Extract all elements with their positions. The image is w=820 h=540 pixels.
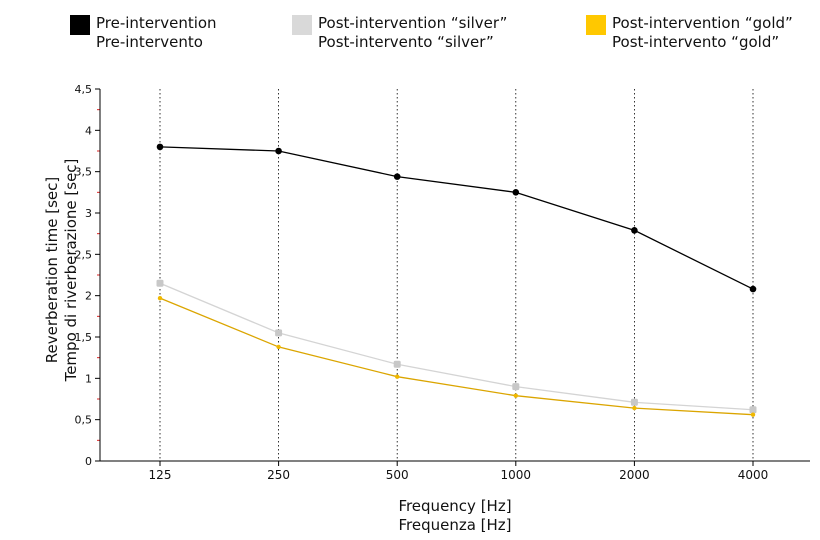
data-point-silver (156, 279, 164, 287)
data-point-silver (393, 360, 401, 368)
data-point-gold (632, 405, 637, 411)
data-point-gold (395, 374, 400, 379)
x-tick-label: 500 (386, 468, 409, 482)
x-axis-title-it: Frequenza [Hz] (398, 516, 512, 534)
x-tick-label: 1000 (501, 468, 532, 482)
data-point-silver (512, 383, 520, 391)
legend-swatch-gold (586, 15, 606, 35)
data-point-pre (749, 285, 757, 293)
x-axis-title-en: Frequency [Hz] (398, 497, 512, 515)
data-point-silver (749, 406, 757, 414)
y-axis-title-it: Tempo di riverberazione [sec] (62, 158, 80, 382)
data-point-pre (275, 147, 282, 155)
y-axis-title: Reverberation time [sec] Tempo di riverb… (43, 159, 81, 382)
data-point-pre (156, 143, 164, 151)
data-point-pre (631, 227, 638, 234)
legend-item-pre: Pre-intervention Pre-intervento (70, 14, 217, 52)
legend-swatch-silver (292, 15, 312, 35)
y-tick-label: 4 (85, 124, 92, 137)
legend-label-gold-en: Post-intervention “gold” (612, 14, 793, 32)
y-tick-label: 3 (85, 207, 92, 220)
series-line-pre (159, 146, 754, 290)
data-point-pre (393, 173, 401, 180)
y-tick-label: 3,5 (75, 166, 93, 179)
data-point-gold (157, 295, 163, 301)
legend-item-silver: Post-intervention “silver” Post-interven… (292, 14, 507, 52)
x-axis-title: Frequency [Hz] Frequenza [Hz] (398, 497, 511, 535)
data-point-pre (512, 189, 520, 196)
x-tick-label: 4000 (738, 468, 769, 482)
data-point-gold (750, 412, 756, 417)
y-tick-label: 4,5 (75, 83, 93, 96)
legend-label-pre-it: Pre-intervento (96, 33, 203, 51)
legend-label-pre-en: Pre-intervention (96, 14, 217, 32)
data-point-gold (513, 393, 518, 398)
y-tick-label: 0 (85, 455, 92, 468)
x-tick-label: 125 (149, 468, 172, 482)
data-point-silver (275, 329, 283, 337)
y-tick-label: 2 (85, 290, 92, 303)
y-tick-label: 1,5 (75, 331, 93, 344)
legend-swatch-pre (70, 15, 90, 35)
y-axis-title-en: Reverberation time [sec] (43, 176, 61, 364)
x-tick-label: 2000 (619, 468, 650, 482)
legend-label-silver-en: Post-intervention “silver” (318, 14, 508, 32)
legend-label-gold-it: Post-intervento “gold” (612, 33, 780, 51)
y-tick-label: 1 (85, 372, 92, 385)
y-tick-label: 2,5 (75, 248, 93, 261)
legend-label-silver-it: Post-intervento “silver” (318, 33, 494, 51)
series-line-silver (159, 282, 754, 411)
data-point-gold (276, 344, 281, 350)
series-line-gold (159, 297, 754, 416)
x-tick-label: 250 (267, 468, 290, 482)
data-point-silver (630, 398, 638, 406)
y-tick-label: 0,5 (75, 414, 93, 427)
legend-item-gold: Post-intervention “gold” Post-intervento… (586, 14, 793, 52)
